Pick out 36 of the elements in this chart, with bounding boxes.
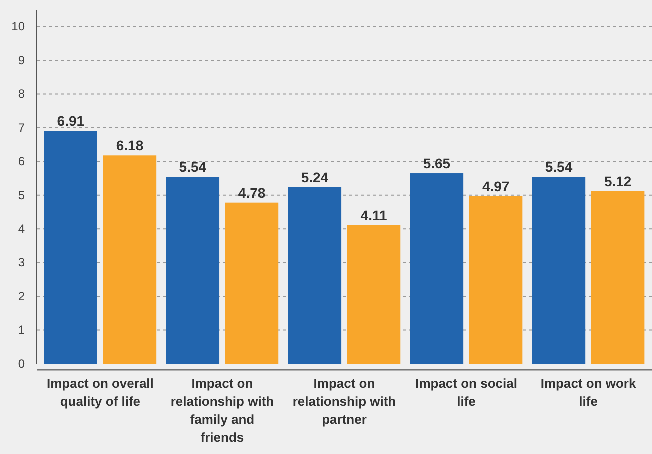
y-tick-label: 5 [18,188,26,202]
x-tick-label: Impact on overall quality of life [46,376,154,409]
data-label: 6.18 [116,138,144,154]
data-label: 5.12 [604,173,632,190]
y-tick-label: 9 [18,53,26,68]
bar [288,187,342,364]
y-tick-label: 0 [18,356,26,371]
data-label: 6.91 [57,113,85,130]
y-tick-label: 4 [18,222,26,236]
bar [347,225,401,364]
bar [532,177,586,364]
data-label: 4.11 [360,207,388,224]
x-tick-label: Impact on relationship with partner [292,376,396,427]
x-tick-label: Impact on work life [540,376,637,409]
data-label: 5.54 [179,159,207,176]
data-label: 4.97 [482,178,510,194]
data-label: 5.54 [545,159,573,176]
bar [469,196,523,364]
y-tick-label: 1 [18,323,26,338]
x-tick-label: Impact on relationship with family and friends [170,376,274,445]
data-label: 5.24 [301,169,329,186]
bar [225,202,279,364]
y-tick-label: 10 [12,20,26,34]
bar [410,174,464,364]
y-tick-label: 8 [18,87,26,102]
y-tick-label: 7 [18,120,26,135]
bar [103,156,157,364]
bar [166,177,220,364]
bar [44,131,98,364]
y-tick-label: 2 [18,289,26,304]
data-label: 5.65 [423,156,451,172]
x-tick-label: Impact on social life [416,376,518,409]
y-tick-label: 3 [18,256,26,270]
data-label: 4.78 [238,184,266,201]
bar [592,191,645,364]
y-tick-label: 6 [18,154,26,169]
